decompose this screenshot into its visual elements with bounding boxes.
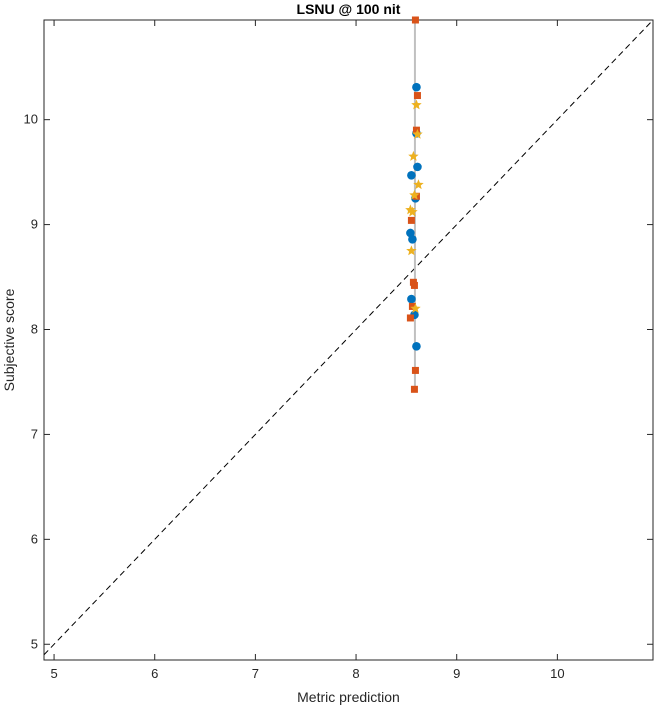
identity-line (43, 19, 654, 656)
data-point-square (411, 16, 419, 24)
data-point-star (412, 128, 423, 139)
x-tick-label: 10 (550, 666, 564, 681)
y-tick-label: 7 (31, 426, 38, 441)
chart-title: LSNU @ 100 nit (297, 1, 401, 17)
data-point-star (413, 179, 424, 190)
x-axis-label: Metric prediction (297, 689, 400, 705)
data-point-square (413, 92, 421, 100)
y-tick-label: 5 (31, 636, 38, 651)
data-point-star (411, 99, 422, 110)
data-point-circle (412, 341, 421, 351)
data-point-square (408, 302, 416, 310)
x-tick-label: 6 (151, 666, 158, 681)
axes-box (43, 19, 654, 661)
data-point-square (406, 314, 414, 322)
data-point-circle (407, 170, 416, 180)
x-tick-label: 7 (252, 666, 259, 681)
data-point-square (410, 281, 418, 289)
y-tick-label: 8 (31, 322, 38, 337)
data-point-circle (408, 234, 417, 244)
data-point-star (407, 206, 418, 217)
y-axis-label: Subjective score (1, 288, 17, 391)
x-tick-label: 5 (50, 666, 57, 681)
data-point-star (409, 189, 420, 200)
data-point-star (406, 245, 417, 256)
y-tick-label: 10 (24, 112, 38, 127)
data-point-star (408, 150, 419, 161)
data-point-star (405, 204, 416, 215)
y-tick-label: 6 (31, 531, 38, 546)
data-point-square (411, 366, 419, 374)
data-point-circle (407, 294, 416, 304)
data-point-circle (413, 162, 422, 172)
data-point-star (410, 303, 421, 313)
data-point-square (407, 216, 415, 224)
data-point-circle (412, 82, 421, 92)
data-point-square (412, 126, 420, 134)
data-point-square (410, 385, 418, 393)
y-tick-label: 9 (31, 217, 38, 232)
x-tick-label: 9 (453, 666, 460, 681)
x-tick-label: 8 (352, 666, 359, 681)
